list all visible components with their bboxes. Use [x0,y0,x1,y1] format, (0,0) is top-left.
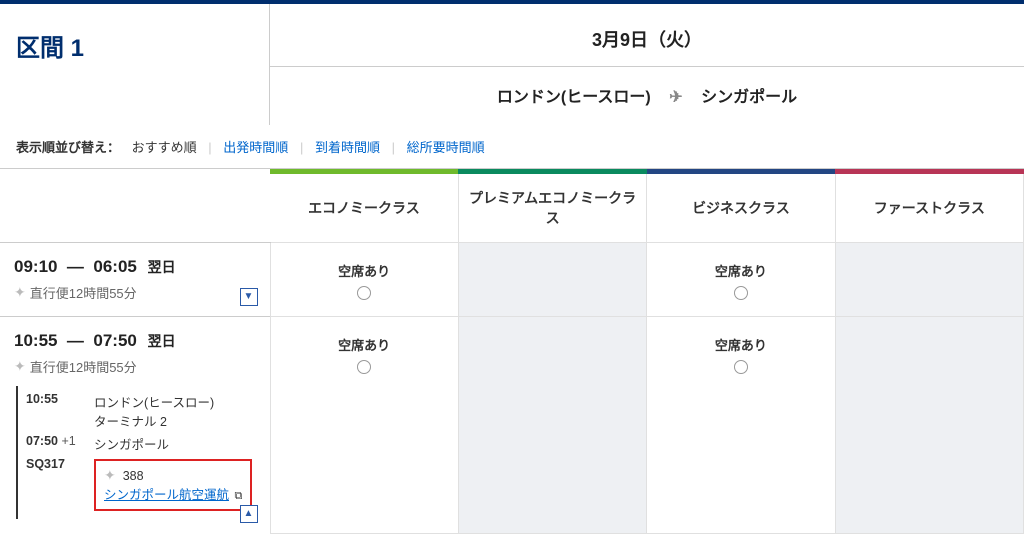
fare-radio[interactable] [734,286,748,300]
sort-bar: 表示順並び替え： おすすめ順 | 出発時間順 | 到着時間順 | 総所要時間順 [0,125,1024,169]
fare-premium [458,317,646,534]
fare-radio[interactable] [734,360,748,374]
sort-departure-link[interactable]: 出発時間順 [223,140,288,155]
star-icon: ✦ [14,284,26,301]
star-icon: ✦ [14,358,26,375]
next-day-label: 翌日 [148,259,176,275]
detail-arr-time: 07:50 [26,434,58,448]
fare-radio[interactable] [357,360,371,374]
highlight-box: ✦ 388 シンガポール航空運航 ⧉ [94,459,252,511]
segment-header: 区間 1 3月9日（火） ロンドン(ヒースロー) ✈ シンガポール [0,4,1024,125]
fare-business[interactable]: 空席あり [647,243,835,317]
route-from: ロンドン(ヒースロー) [497,89,651,106]
detail-dep-time: 10:55 [26,392,58,406]
availability-label: 空席あり [647,261,834,280]
flight-summary: 09:10 — 06:05 翌日 ✦ 直行便12時間55分 ▼ [0,243,270,317]
availability-label: 空席あり [647,335,834,354]
header-first: ファーストクラス [835,174,1023,243]
detail-dep-term: ターミナル 2 [94,415,167,429]
flight-row: 09:10 — 06:05 翌日 ✦ 直行便12時間55分 ▼ 空席あり 空席あ… [0,243,1024,317]
header-economy: エコノミークラス [270,174,458,243]
flight-meta: 直行便12時間55分 [30,283,137,302]
fare-radio[interactable] [357,286,371,300]
arr-time: 06:05 [93,257,136,276]
arr-time: 07:50 [93,331,136,350]
header-business: ビジネスクラス [647,174,835,243]
detail-flight-no: SQ317 [26,457,65,471]
sort-current: おすすめ順 [132,140,197,155]
fare-economy[interactable]: 空席あり [270,317,458,534]
sort-duration-link[interactable]: 総所要時間順 [407,140,485,155]
route-to: シンガポール [701,89,797,106]
segment-title: 区間 1 [16,28,269,63]
operator-link[interactable]: シンガポール航空運航 [104,488,229,502]
availability-label: 空席あり [271,261,458,280]
next-day-label: 翌日 [148,333,176,349]
sort-label: 表示順並び替え： [16,140,120,155]
star-icon: ✦ [104,467,116,483]
detail-arr-place: シンガポール [94,434,169,453]
flight-meta: 直行便12時間55分 [30,357,137,376]
travel-date: 3月9日（火） [270,4,1024,66]
plane-icon: ✈ [669,87,682,107]
detail-aircraft: 388 [123,469,144,483]
fare-first [835,317,1023,534]
expand-toggle[interactable]: ▼ [240,288,258,306]
flight-detail: 10:55 ロンドン(ヒースロー) ターミナル 2 07:50 +1 シンガポー… [16,386,260,519]
external-link-icon: ⧉ [235,490,243,502]
fare-table: エコノミークラス プレミアムエコノミークラス ビジネスクラス ファーストクラス … [0,169,1024,534]
flight-row: 10:55 — 07:50 翌日 ✦ 直行便12時間55分 ▲ 10:55 ロン… [0,317,1024,534]
detail-arr-plus: +1 [61,434,75,448]
fare-business[interactable]: 空席あり [647,317,835,534]
class-header-row: エコノミークラス プレミアムエコノミークラス ビジネスクラス ファーストクラス [0,174,1024,243]
availability-label: 空席あり [271,335,458,354]
detail-dep-place: ロンドン(ヒースロー) [94,396,214,410]
expand-toggle[interactable]: ▲ [240,505,258,523]
flight-summary: 10:55 — 07:50 翌日 ✦ 直行便12時間55分 ▲ 10:55 ロン… [0,317,270,534]
sort-arrival-link[interactable]: 到着時間順 [315,140,380,155]
fare-economy[interactable]: 空席あり [270,243,458,317]
fare-premium [458,243,646,317]
fare-first [835,243,1023,317]
route: ロンドン(ヒースロー) ✈ シンガポール [270,66,1024,125]
dep-time: 10:55 [14,331,57,350]
header-premium: プレミアムエコノミークラス [458,174,646,243]
dep-time: 09:10 [14,257,57,276]
